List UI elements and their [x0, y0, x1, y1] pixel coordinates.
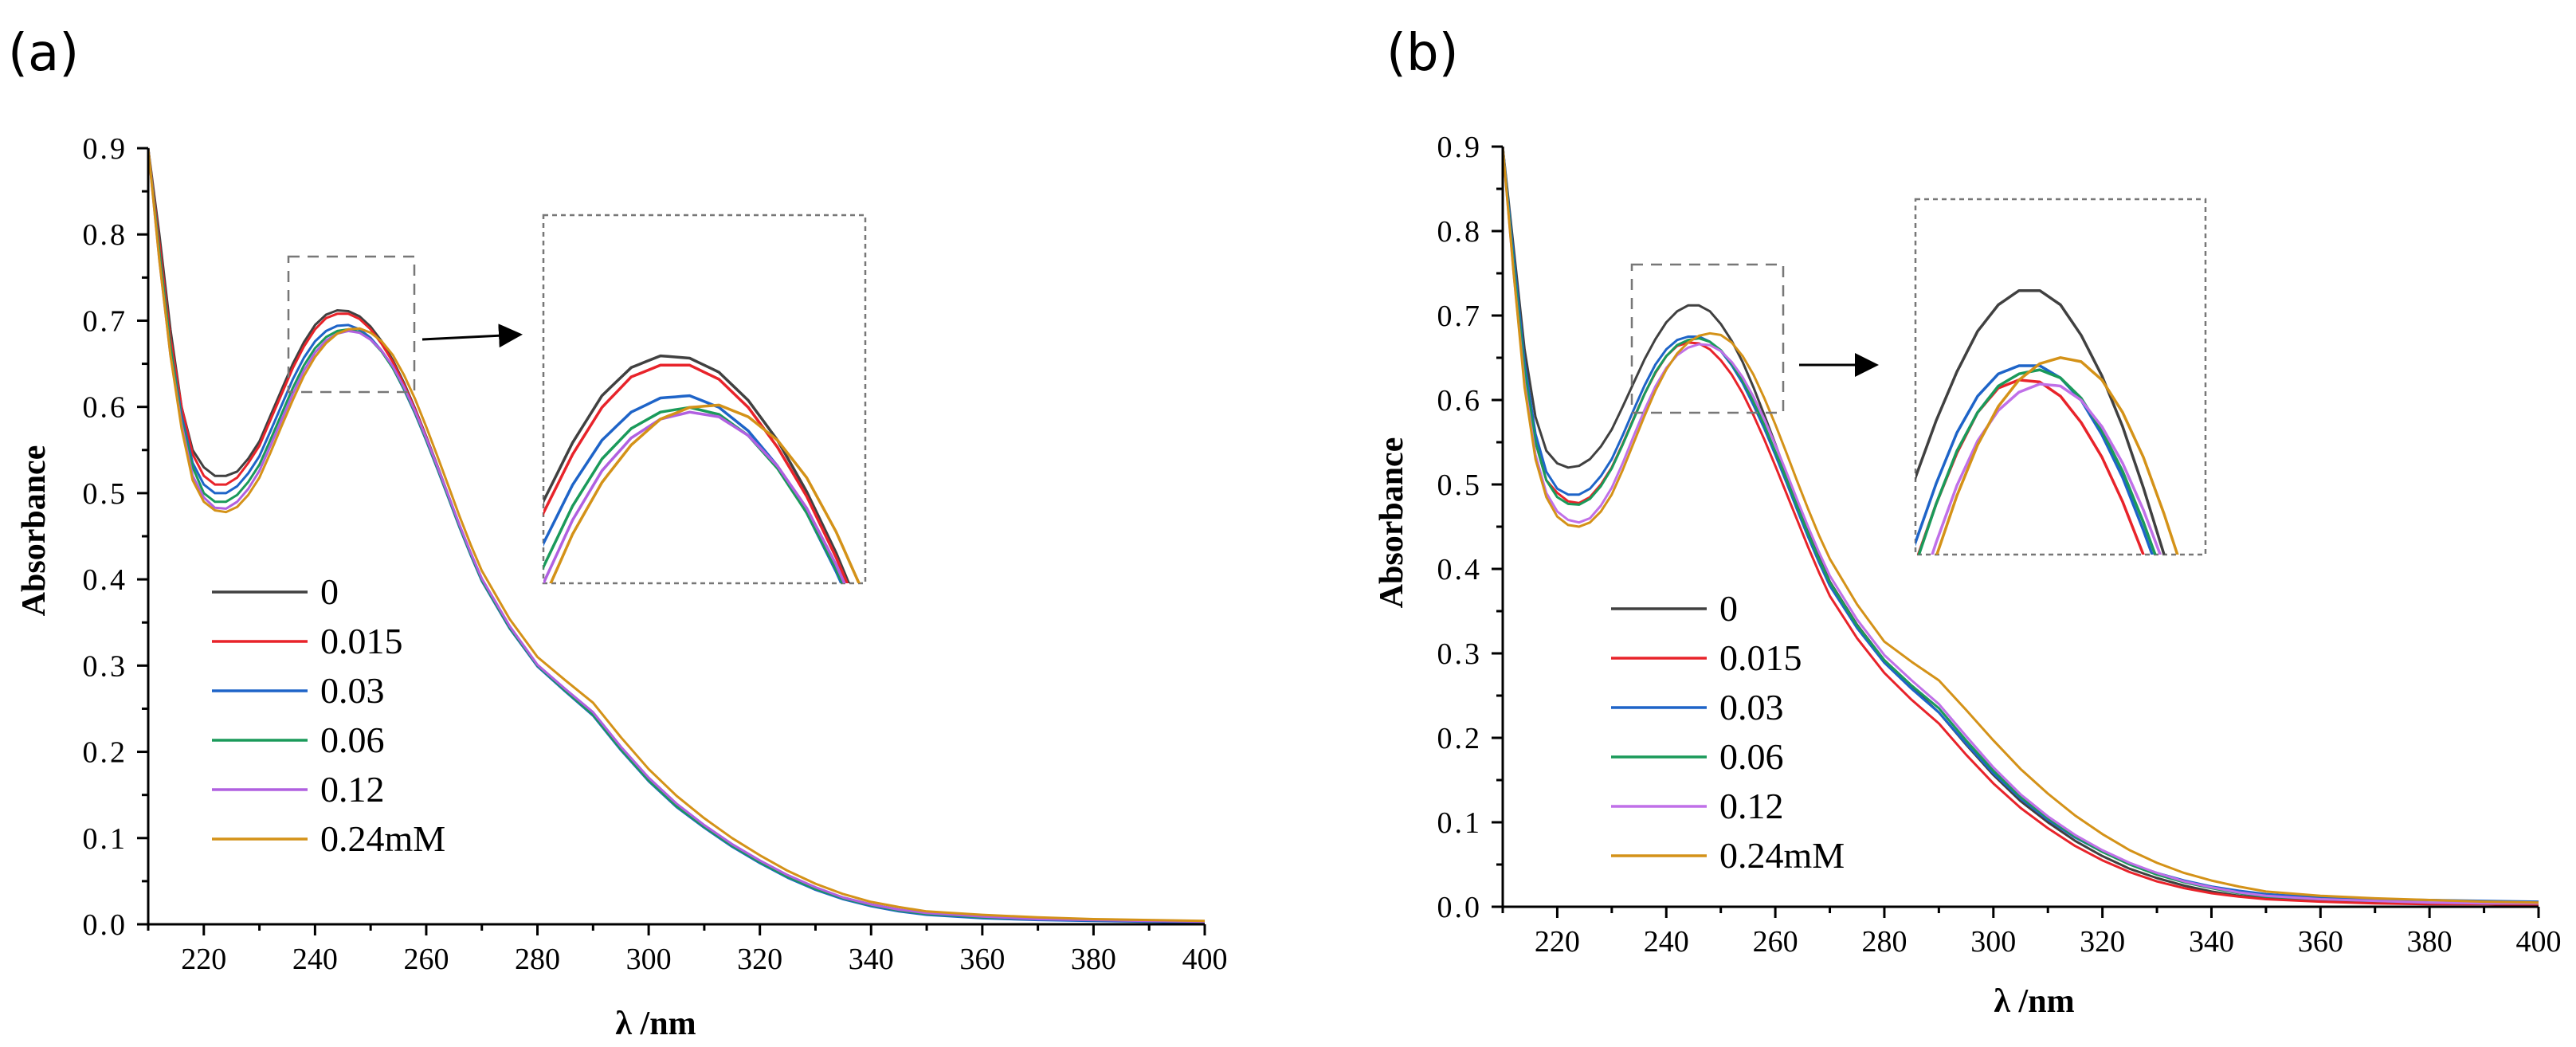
y-tick-label-a-6: 0.6 — [83, 391, 128, 425]
x-tick-label-b-7: 360 — [2298, 925, 2343, 959]
inset-line-a-4 — [543, 410, 846, 583]
inset-line-b-3 — [1917, 368, 2157, 555]
x-tick-label-b-8: 380 — [2407, 925, 2452, 959]
x-tick-label-b-5: 320 — [2080, 925, 2125, 959]
x-tick-label-a-2: 260 — [403, 943, 449, 976]
x-tick-label-a-3: 280 — [515, 943, 560, 976]
y-tick-label-b-7: 0.7 — [1437, 300, 1483, 333]
x-tick-label-a-5: 320 — [737, 943, 782, 976]
x-tick-label-b-6: 340 — [2189, 925, 2234, 959]
y-tick-label-a-5: 0.5 — [83, 477, 128, 511]
curves-group-b — [1501, 146, 2539, 907]
y-tick-label-a-7: 0.7 — [83, 304, 128, 338]
legend-label-b-1: 0.015 — [1719, 637, 1802, 678]
x-tick-label-a-1: 240 — [292, 943, 338, 976]
y-tick-label-a-8: 0.8 — [83, 218, 128, 252]
y-tick-label-b-4: 0.4 — [1437, 553, 1483, 586]
legend-label-b-3: 0.06 — [1719, 736, 1784, 777]
y-tick-label-b-9: 0.9 — [1437, 131, 1483, 164]
panel-label-b: (b) — [1386, 24, 1459, 83]
series-line-b-4 — [1501, 146, 2539, 905]
series-line-b-2 — [1501, 146, 2539, 904]
x-tick-label-b-1: 240 — [1644, 925, 1689, 959]
inset-line-a-2 — [543, 394, 843, 583]
curves-group-a — [147, 147, 1206, 924]
x-tick-label-a-6: 340 — [849, 943, 894, 976]
x-tick-label-b-9: 400 — [2516, 925, 2562, 959]
x-axis-title-a: λ /nm — [615, 1006, 696, 1042]
series-line-b-0 — [1501, 146, 2539, 906]
inset-line-b-4 — [1931, 382, 2162, 555]
legend-label-a-2: 0.03 — [320, 670, 385, 711]
y-tick-label-a-4: 0.4 — [83, 563, 128, 597]
y-tick-label-b-5: 0.5 — [1437, 469, 1483, 502]
series-line-b-1 — [1501, 146, 2539, 907]
chart-panel-b: (b) 220 240 260 280 300 320 340 360 380 400 0.0 0.1… — [1374, 24, 2562, 1020]
y-axis-title-b: Absorbance — [1374, 437, 1410, 609]
y-tick-label-a-9: 0.9 — [83, 132, 128, 166]
x-tick-label-a-0: 220 — [181, 943, 226, 976]
y-tick-label-b-6: 0.6 — [1437, 384, 1483, 418]
legend-label-b-5: 0.24mM — [1719, 835, 1845, 876]
inset-line-b-5 — [1935, 356, 2179, 555]
x-tick-label-b-3: 280 — [1861, 925, 1907, 959]
x-tick-label-b-4: 300 — [1970, 925, 2016, 959]
legend-label-a-4: 0.12 — [320, 769, 385, 810]
y-tick-label-a-2: 0.2 — [83, 736, 128, 770]
series-line-b-5 — [1501, 146, 2539, 904]
legend-label-a-1: 0.015 — [320, 621, 403, 661]
inset-line-a-5 — [549, 403, 861, 583]
y-tick-label-b-2: 0.2 — [1437, 722, 1483, 755]
legend-a: 0 0.015 0.03 0.06 0.12 0.24mM — [212, 571, 445, 859]
inset-curves-a — [543, 354, 861, 583]
legend-label-a-3: 0.06 — [320, 720, 385, 760]
x-tick-label-b-0: 220 — [1535, 925, 1580, 959]
zoom-box-a — [287, 255, 416, 394]
x-tick-label-a-4: 300 — [626, 943, 672, 976]
series-line-a-5 — [147, 147, 1206, 923]
series-line-a-4 — [147, 147, 1206, 923]
panel-label-a: (a) — [8, 24, 79, 83]
legend-label-b-0: 0 — [1719, 588, 1738, 629]
x-tick-label-b-2: 260 — [1753, 925, 1798, 959]
inset-line-a-1 — [543, 363, 849, 583]
legend-label-b-4: 0.12 — [1719, 786, 1784, 826]
inset-line-b-0 — [1915, 288, 2166, 555]
legend-label-a-5: 0.24mM — [320, 818, 445, 859]
x-tick-label-a-8: 380 — [1071, 943, 1116, 976]
zoom-arrow-a — [421, 324, 523, 348]
inset-line-a-0 — [543, 354, 851, 583]
x-tick-label-a-7: 360 — [959, 943, 1005, 976]
inset-line-a-3 — [543, 406, 845, 583]
inset-frame-a — [542, 214, 867, 585]
x-tick-label-a-9: 400 — [1182, 943, 1228, 976]
series-line-a-3 — [147, 147, 1206, 923]
y-tick-label-b-3: 0.3 — [1437, 637, 1483, 671]
y-tick-label-a-0: 0.0 — [83, 908, 128, 942]
y-tick-label-b-1: 0.1 — [1437, 806, 1483, 840]
x-axis-title-b: λ /nm — [1994, 983, 2074, 1020]
y-axis-title-a: Absorbance — [16, 445, 53, 617]
y-tick-label-b-8: 0.8 — [1437, 215, 1483, 249]
legend-b: 0 0.015 0.03 0.06 0.12 0.24mM — [1611, 588, 1845, 876]
series-line-b-3 — [1501, 146, 2539, 905]
inset-curves-b — [1915, 288, 2179, 555]
y-tick-label-b-0: 0.0 — [1437, 891, 1483, 924]
chart-panel-a: (a) 220 240 260 280 300 320 340 360 380 400 0.0 0.1… — [8, 24, 1228, 1042]
y-tick-label-a-1: 0.1 — [83, 822, 128, 856]
legend-label-a-0: 0 — [320, 571, 339, 612]
legend-label-b-2: 0.03 — [1719, 687, 1784, 727]
inset-frame-b — [1914, 198, 2207, 556]
zoom-box-b — [1630, 263, 1785, 414]
y-tick-label-a-3: 0.3 — [83, 649, 128, 683]
